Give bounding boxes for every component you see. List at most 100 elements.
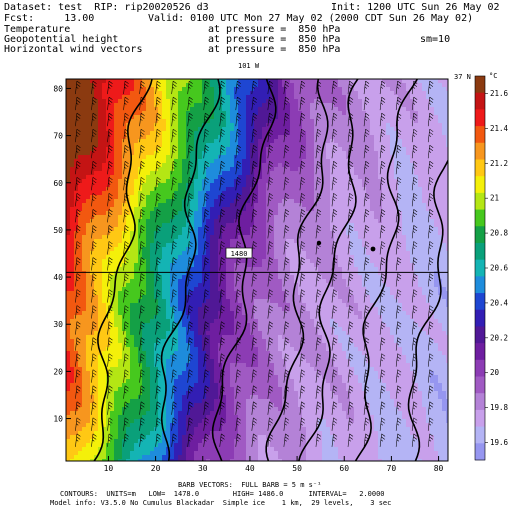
temperature-cell [374,255,379,260]
temperature-cell [78,155,83,160]
temperature-cell [386,83,391,88]
temperature-cell [214,275,219,280]
temperature-cell [158,243,163,248]
temperature-cell [210,87,215,92]
temperature-cell [346,151,351,156]
temperature-cell [338,119,343,124]
temperature-cell [250,159,255,164]
temperature-cell [406,195,411,200]
temperature-cell [402,235,407,240]
temperature-cell [298,195,303,200]
temperature-cell [426,175,431,180]
temperature-cell [106,223,111,228]
temperature-cell [342,91,347,96]
temperature-cell [414,191,419,196]
temperature-cell [138,195,143,200]
temperature-cell [166,83,171,88]
temperature-cell [430,107,435,112]
temperature-cell [342,279,347,284]
temperature-cell [302,79,307,84]
temperature-cell [374,127,379,132]
temperature-cell [430,175,435,180]
temperature-cell [254,111,259,116]
temperature-cell [294,95,299,100]
temperature-cell [150,103,155,108]
temperature-cell [234,267,239,272]
temperature-cell [358,163,363,168]
temperature-cell [262,127,267,132]
temperature-cell [290,135,295,140]
temperature-cell [362,175,367,180]
temperature-cell [178,195,183,200]
temperature-cell [402,247,407,252]
temperature-cell [210,159,215,164]
temperature-cell [230,219,235,224]
temperature-cell [358,111,363,116]
temperature-cell [130,131,135,136]
temperature-cell [166,235,171,240]
temperature-cell [138,275,143,280]
temperature-cell [170,255,175,260]
temperature-cell [134,159,139,164]
temperature-cell [242,143,247,148]
temperature-cell [422,119,427,124]
temperature-cell [114,283,119,288]
temperature-cell [310,79,315,84]
temperature-cell [78,207,83,212]
temperature-cell [306,271,311,276]
temperature-cell [218,219,223,224]
temperature-cell [430,95,435,100]
temperature-cell [218,187,223,192]
temperature-cell [402,203,407,208]
temperature-cell [370,191,375,196]
temperature-cell [102,283,107,288]
temperature-cell [266,191,271,196]
temperature-cell [70,199,75,204]
temperature-cell [70,131,75,136]
temperature-cell [274,95,279,100]
temperature-cell [162,95,167,100]
temperature-cell [430,203,435,208]
temperature-cell [414,107,419,112]
temperature-cell [78,143,83,148]
temperature-cell [222,143,227,148]
temperature-cell [246,79,251,84]
temperature-cell [246,163,251,168]
temperature-cell [130,251,135,256]
temperature-cell [434,143,439,148]
temperature-cell [254,187,259,192]
temperature-cell [422,123,427,128]
temperature-cell [238,139,243,144]
temperature-cell [270,243,275,248]
temperature-cell [66,135,71,140]
temperature-cell [302,259,307,264]
temperature-cell [262,91,267,96]
temperature-cell [198,195,203,200]
temperature-cell [110,107,115,112]
temperature-cell [314,207,319,212]
temperature-cell [358,131,363,136]
temperature-cell [262,187,267,192]
temperature-cell [294,111,299,116]
temperature-cell [182,119,187,124]
temperature-cell [102,199,107,204]
temperature-cell [254,95,259,100]
temperature-cell [74,79,79,84]
temperature-cell [146,159,151,164]
temperature-cell [366,147,371,152]
temperature-cell [206,139,211,144]
temperature-cell [166,283,171,288]
temperature-cell [414,179,419,184]
temperature-cell [134,139,139,144]
temperature-cell [246,223,251,228]
temperature-cell [190,155,195,160]
temperature-cell [342,283,347,288]
temperature-cell [406,251,411,256]
temperature-cell [106,255,111,260]
temperature-cell [214,271,219,276]
temperature-cell [310,159,315,164]
temperature-cell [326,155,331,160]
temperature-cell [238,223,243,228]
temperature-cell [114,263,119,268]
temperature-cell [350,171,355,176]
